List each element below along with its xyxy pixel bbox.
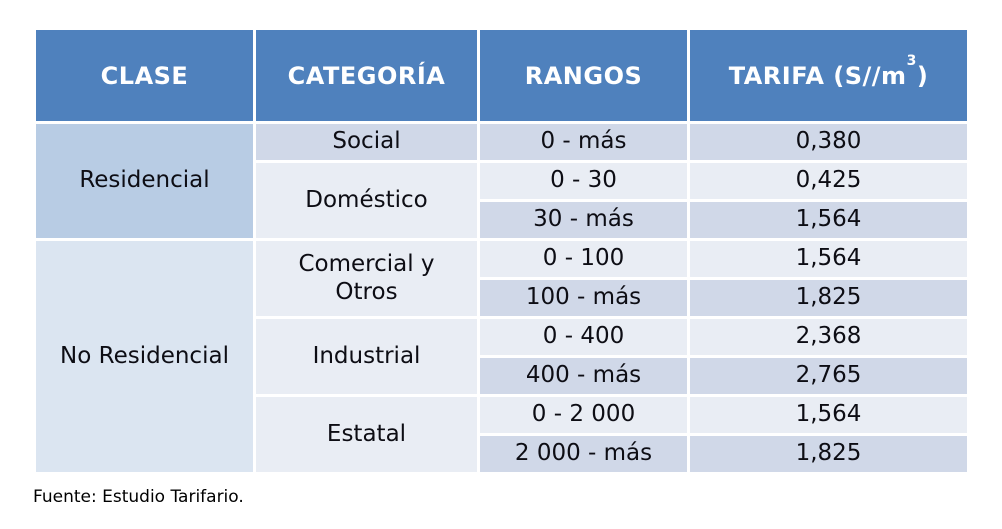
header-clase: CLASE (36, 30, 253, 121)
clase-cell: Residencial (36, 124, 253, 238)
tariff-table: CLASE CATEGORÍA RANGOS TARIFA (S//m3) Re… (33, 27, 970, 475)
tarifa-header-suffix: ) (916, 61, 929, 90)
table-row: Residencial Social 0 - más 0,380 (36, 124, 967, 238)
tarifa-cell: 1,825 (690, 280, 967, 316)
table-row: Doméstico 0 - 30 0,425 (36, 163, 967, 238)
tarifa-cell: 1,564 (690, 397, 967, 433)
table-row: No Residencial Comercial y Otros 0 - 100 1,… (36, 241, 967, 472)
table-row: 100 - más 1,825 (36, 280, 967, 316)
categoria-cell: Doméstico (256, 163, 477, 238)
header-rangos: RANGOS (480, 30, 687, 121)
rango-cell: 100 - más (480, 280, 687, 316)
clase-cell: No Residencial (36, 241, 253, 472)
source-note: Fuente: Estudio Tarifario. (33, 487, 244, 507)
tarifa-cell: 0,380 (690, 124, 967, 160)
rango-cell: 0 - 2 000 (480, 397, 687, 433)
categoria-cell: Estatal (256, 397, 477, 472)
tarifa-header-prefix: TARIFA (S//m (728, 61, 907, 90)
tariff-table-header: CLASE CATEGORÍA RANGOS TARIFA (S//m3) (36, 30, 967, 121)
table-row: 400 - más 2,765 (36, 358, 967, 394)
tarifa-cell: 2,368 (690, 319, 967, 355)
tarifa-cell: 0,425 (690, 163, 967, 199)
tarifa-cell: 1,564 (690, 241, 967, 277)
tarifa-header-superscript: 3 (906, 52, 917, 69)
tarifa-cell: 2,765 (690, 358, 967, 394)
header-row: CLASE CATEGORÍA RANGOS TARIFA (S//m3) (36, 30, 967, 121)
tarifa-cell: 1,564 (690, 202, 967, 238)
rango-cell: 0 - 100 (480, 241, 687, 277)
rango-cell: 400 - más (480, 358, 687, 394)
rango-cell: 0 - más (480, 124, 687, 160)
header-categoria: CATEGORÍA (256, 30, 477, 121)
categoria-cell: Comercial y Otros (256, 241, 477, 316)
rango-cell: 0 - 30 (480, 163, 687, 199)
table-row: Industrial 0 - 400 2,368 (36, 319, 967, 394)
categoria-cell: Industrial (256, 319, 477, 394)
tarifa-cell: 1,825 (690, 436, 967, 472)
tariff-table-body: Residencial Social 0 - más 0,380 Doméstico 0 … (36, 124, 967, 472)
table-row: 30 - más 1,564 (36, 202, 967, 238)
header-tarifa: TARIFA (S//m3) (690, 30, 967, 121)
table-row: 2 000 - más 1,825 (36, 436, 967, 472)
categoria-cell: Social (256, 124, 477, 160)
rango-cell: 2 000 - más (480, 436, 687, 472)
rango-cell: 0 - 400 (480, 319, 687, 355)
table-row: Estatal 0 - 2 000 1,564 (36, 397, 967, 472)
rango-cell: 30 - más (480, 202, 687, 238)
